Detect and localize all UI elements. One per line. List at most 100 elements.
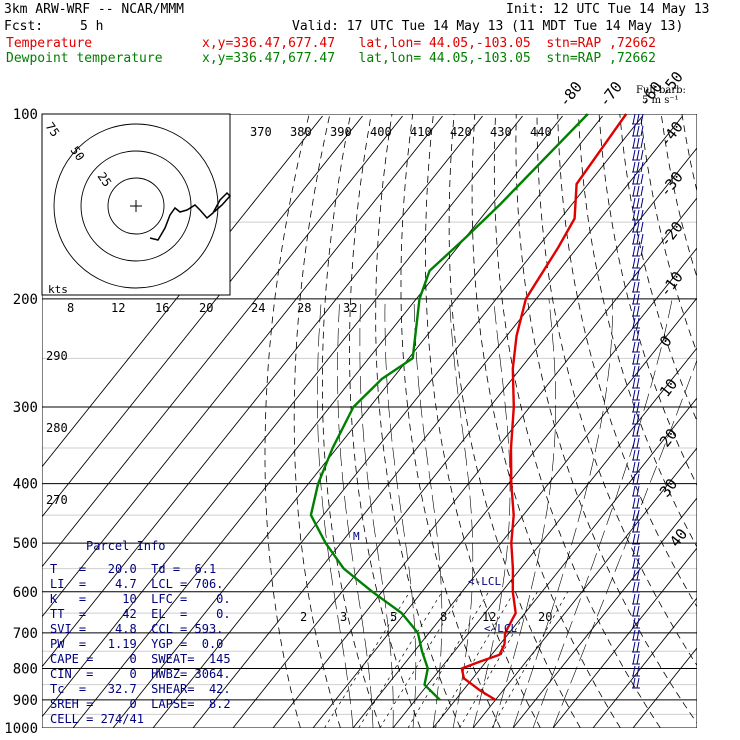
wind-barb-flag	[636, 461, 640, 473]
isotherm-label: -10	[656, 268, 687, 300]
isotherm-line	[312, 247, 697, 728]
wind-barb-flag	[632, 557, 636, 569]
wind-barb-flag	[632, 221, 636, 233]
wind-barb-flag	[636, 137, 640, 149]
isotherm-label: 10	[656, 375, 681, 400]
isotherm-line	[112, 115, 603, 728]
isotherm-line	[192, 115, 683, 728]
wind-barb-flag	[636, 161, 640, 173]
pressure-tick-label: 600	[13, 585, 38, 601]
isotherm-line	[42, 115, 363, 518]
wind-barb-flag	[632, 233, 636, 245]
theta-e-label: 280	[46, 421, 68, 435]
isotherm-line	[472, 447, 697, 728]
wind-barb-flag	[636, 221, 640, 233]
pressure-tick-label: 500	[13, 536, 38, 552]
isotherm-label: 0	[656, 332, 676, 350]
legend-temperature-name: Temperature	[6, 36, 93, 51]
wind-barb-flag	[632, 341, 636, 353]
wind-barb-flag	[636, 425, 640, 437]
wind-barb-flag	[636, 629, 640, 641]
wind-barbs	[632, 113, 644, 689]
isotherm-label: -70	[595, 78, 626, 110]
wind-barb-flag	[636, 281, 640, 293]
wind-barb-flag	[636, 293, 640, 305]
dry-adiabat-line	[349, 114, 421, 728]
wind-barb-flag	[632, 653, 636, 665]
wind-barb-flag	[640, 209, 644, 221]
mixing-ratio-label: 12	[482, 610, 496, 624]
inset-x-tick-label: 16	[155, 301, 169, 315]
isotherm-line	[272, 197, 697, 728]
wind-barb-flag	[632, 245, 636, 257]
wind-barb-flag	[632, 125, 636, 137]
wind-barb-flag	[636, 449, 640, 461]
dry-adiabat-line	[536, 114, 697, 667]
inset-x-tick-label: 8	[67, 301, 74, 315]
theta-label: 410	[410, 125, 432, 139]
wind-barb-flag	[632, 449, 636, 461]
wind-barb-flag	[636, 533, 640, 545]
wind-barb-flag	[636, 173, 640, 185]
pressure-tick-label: 300	[13, 400, 38, 416]
wind-barb-flag	[632, 617, 636, 629]
parcel-row: Tc = 32.7 SHEAR= 42.	[50, 682, 231, 696]
wind-barb-flag	[636, 305, 640, 317]
wind-barb-flag	[636, 677, 640, 689]
isotherm-line	[552, 547, 697, 728]
wind-barb-flag	[636, 233, 640, 245]
pressure-tick-label: 700	[13, 626, 38, 642]
wind-barb-flag	[636, 317, 640, 329]
pressure-tick-label: 1000	[4, 721, 38, 737]
parcel-row: TT = 42 EL = 0.	[50, 607, 231, 621]
sounding-profiles	[309, 113, 628, 701]
annotation-lcl: <-LCL	[484, 622, 517, 635]
wind-barb-flag	[636, 401, 640, 413]
wind-barb-flag	[636, 653, 640, 665]
wind-barb-flag	[636, 269, 640, 281]
wind-barb-flag	[636, 113, 640, 125]
mixing-ratio-line	[358, 591, 443, 728]
forecast-value: 5 h	[80, 19, 104, 34]
wind-barb-flag	[632, 605, 636, 617]
wind-barb-flag	[632, 137, 636, 149]
mixing-ratio-label: 5	[390, 610, 397, 624]
hodograph-ring-label: 75	[43, 120, 63, 140]
moist-adiabat-line	[359, 298, 394, 728]
isotherm-line	[42, 115, 403, 568]
mixing-ratio-label: 2	[300, 610, 307, 624]
wind-barb-flag	[632, 377, 636, 389]
dry-adiabat-line	[293, 114, 341, 728]
wind-barb-flag	[640, 161, 644, 173]
theta-e-label: 270	[46, 493, 68, 507]
wind-barb-flag	[632, 581, 636, 593]
moist-adiabat-line	[384, 298, 417, 728]
mixing-ratio-label: 20	[538, 610, 552, 624]
wind-barb-flag	[636, 641, 640, 653]
wind-barb-flag	[636, 665, 640, 677]
wind-barb-flag	[632, 497, 636, 509]
dry-adiabat-line	[515, 114, 697, 724]
dry-adiabat-line	[448, 114, 581, 728]
wind-barb-flag	[636, 473, 640, 485]
legend-dewpoint-name: Dewpoint temperature	[6, 51, 163, 66]
dewpoint-line	[309, 113, 589, 701]
wind-barb-flag	[632, 485, 636, 497]
wind-barb-flag	[632, 161, 636, 173]
moist-adiabat-line	[337, 298, 374, 728]
isotherm-line	[352, 297, 697, 728]
wind-barb-flag	[632, 545, 636, 557]
wind-barb-flag	[632, 197, 636, 209]
wind-barb-flag	[632, 533, 636, 545]
mixing-ratio-line	[379, 591, 463, 728]
hodograph-units-label: kts	[48, 283, 68, 296]
mixing-ratio-label: 8	[440, 610, 447, 624]
pressure-tick-label: 900	[13, 693, 38, 709]
wind-barb-flag	[636, 437, 640, 449]
dry-adiabat-line	[400, 114, 501, 728]
isotherm-line	[42, 115, 443, 618]
parcel-row: T = 20.0 Td = 6.1	[50, 562, 217, 576]
dry-adiabat-line	[321, 114, 381, 728]
mixing-ratio-line	[324, 591, 411, 728]
mixing-ratio-label: 3	[340, 610, 347, 624]
